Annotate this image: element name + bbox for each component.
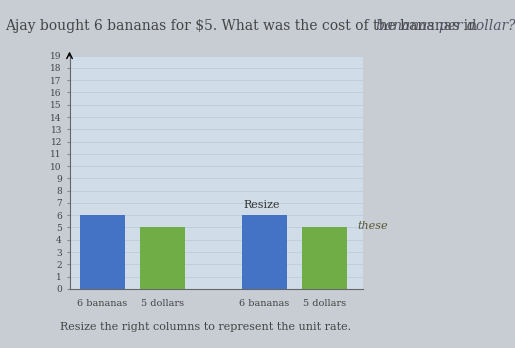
Text: Resize: Resize xyxy=(243,200,280,210)
Text: bananas per dollar?: bananas per dollar? xyxy=(376,19,515,33)
Bar xyxy=(302,228,347,289)
Text: these: these xyxy=(357,221,388,231)
Bar xyxy=(242,215,287,289)
Text: Ajay bought 6 bananas for $5. What was the cost of the bananas in: Ajay bought 6 bananas for $5. What was t… xyxy=(5,19,482,33)
Bar xyxy=(140,228,185,289)
Text: Resize the right columns to represent the unit rate.: Resize the right columns to represent th… xyxy=(60,322,352,332)
Bar xyxy=(80,215,125,289)
